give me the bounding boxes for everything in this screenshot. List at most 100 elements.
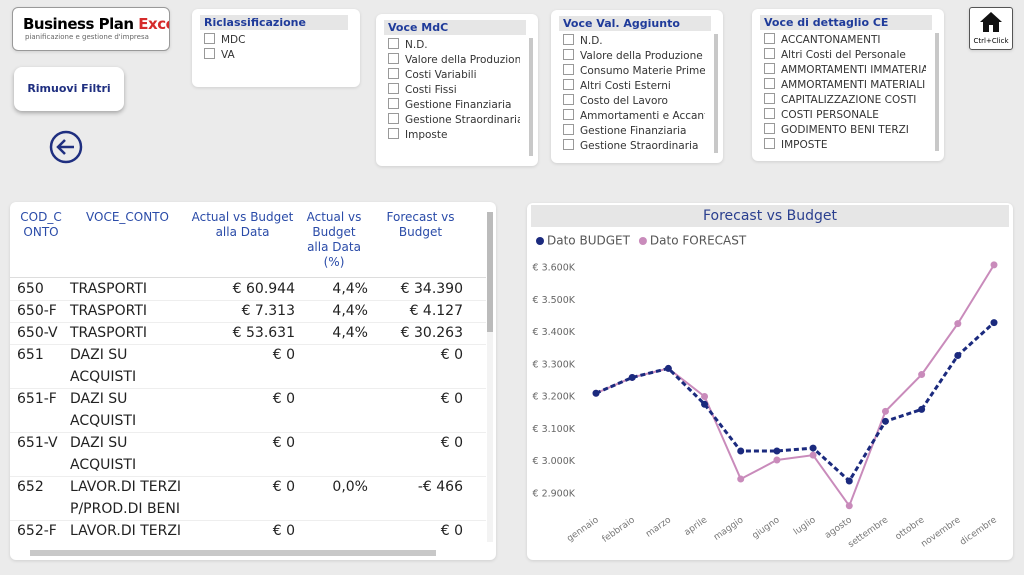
data-point xyxy=(954,320,962,328)
slicer-item[interactable]: Costi Fissi xyxy=(388,83,457,97)
slicer-item[interactable]: N.D. xyxy=(388,38,428,52)
y-tick-label: € 3.000K xyxy=(533,456,576,467)
table-cell: € 0 xyxy=(272,435,295,451)
slicer-title: Voce di dettaglio CE xyxy=(760,15,932,30)
slicer: Voce Val. Aggiunto N.D. Valore della Produ… xyxy=(551,10,723,163)
home-icon xyxy=(980,12,1002,32)
row-rule xyxy=(10,344,486,345)
table-cell: € 0 xyxy=(272,391,295,407)
slicer-item[interactable]: Altri Costi del Personale xyxy=(764,48,906,62)
slicer: Voce di dettaglio CE ACCANTONAMENTI Altri … xyxy=(752,9,944,161)
slicer-item[interactable]: Gestione Finanziaria xyxy=(563,124,686,138)
legend-marker xyxy=(638,237,647,245)
legend-label: Dato BUDGET xyxy=(547,234,631,248)
x-tick-label: luglio xyxy=(792,515,818,537)
table-cell: 650-V xyxy=(17,325,58,341)
table-cell: 4,4% xyxy=(332,325,368,341)
data-point xyxy=(845,502,853,510)
table-cell: 652 xyxy=(17,479,44,495)
y-tick-label: € 3.200K xyxy=(533,392,576,403)
y-tick-label: € 3.600K xyxy=(533,263,576,274)
table-cell: € 60.944 xyxy=(232,281,295,297)
slicer: Voce MdC N.D. Valore della Produzione Costi… xyxy=(376,14,538,166)
x-tick-label: novembre xyxy=(919,515,962,550)
slicer-item[interactable]: AMMORTAMENTI MATERIALI xyxy=(764,78,925,92)
table-cell: € 30.263 xyxy=(400,325,463,341)
data-point xyxy=(918,371,926,379)
slicer-item[interactable]: MDC xyxy=(204,33,245,47)
table-cell: 0,0% xyxy=(332,479,368,495)
row-rule xyxy=(10,476,486,477)
slicer-item[interactable]: Altri Costi Esterni xyxy=(563,79,671,93)
x-tick-label: giugno xyxy=(751,515,782,541)
x-tick-label: aprile xyxy=(683,515,710,538)
chart-panel: Forecast vs Budget € 2.900K € 3.000K € 3.1… xyxy=(527,203,1013,560)
slicer-item[interactable]: Gestione Finanziaria xyxy=(388,98,511,112)
slicer-item[interactable]: Costi Variabili xyxy=(388,68,477,82)
table-cell: € 0 xyxy=(440,347,463,363)
data-point xyxy=(737,447,745,455)
slicer-title: Voce MdC xyxy=(384,20,526,35)
table-cell: DAZI SU ACQUISTI xyxy=(70,435,137,473)
slicer-item[interactable]: Valore della Produzione xyxy=(563,49,703,63)
slicer-item[interactable]: Valore della Produzione xyxy=(388,53,520,67)
slicer-item[interactable]: CAPITALIZZAZIONE COSTI xyxy=(764,93,916,107)
legend-label: Dato FORECAST xyxy=(650,234,747,248)
slicer-item[interactable]: COSTI PERSONALE xyxy=(764,108,879,122)
y-tick-label: € 3.500K xyxy=(533,295,576,306)
table-cell: DAZI SU ACQUISTI xyxy=(70,391,137,429)
back-button[interactable] xyxy=(49,130,83,164)
column-header: Actual vs Budget alla Data xyxy=(191,210,294,239)
data-point xyxy=(773,447,781,455)
table-cell: 651-V xyxy=(17,435,58,451)
column-header: Actual vs Budget alla Data (%) xyxy=(306,210,362,269)
slicer-item[interactable]: Ammortamenti e Accanto... xyxy=(563,109,705,123)
data-point xyxy=(773,456,781,464)
table-body: 650 TRASPORTI € 60.944 4,4% € 34.390 650-F TRA… xyxy=(10,278,486,546)
slicer-item[interactable]: AMMORTAMENTI IMMATERIALI xyxy=(764,63,926,77)
data-point xyxy=(990,261,998,269)
x-tick-label: gennaio xyxy=(565,515,601,544)
table-cell: € 4.127 xyxy=(409,303,463,319)
table-cell: 650-F xyxy=(17,303,57,319)
x-tick-label: maggio xyxy=(712,515,746,543)
row-rule xyxy=(10,300,486,301)
x-tick-label: ottobre xyxy=(894,515,927,542)
data-point xyxy=(628,373,636,381)
brand: Business Plan xyxy=(23,15,139,33)
slicer-item[interactable]: VA xyxy=(204,48,235,62)
table-cell: 651 xyxy=(17,347,44,363)
table-cell: TRASPORTI xyxy=(70,281,148,297)
data-point xyxy=(592,389,600,397)
h-scrollbar xyxy=(30,550,436,556)
data-point xyxy=(737,475,745,483)
scrollbar xyxy=(529,38,533,156)
table-cell: € 34.390 xyxy=(400,281,463,297)
title-bar xyxy=(531,205,1009,227)
slicer-item[interactable]: IMPOSTE xyxy=(764,138,827,152)
table-cell: TRASPORTI xyxy=(70,303,148,319)
slicer-item[interactable]: ACCANTONAMENTI xyxy=(764,33,880,47)
y-tick-label: € 2.900K xyxy=(533,488,576,499)
series-line xyxy=(595,264,995,508)
table-cell: 650 xyxy=(17,281,44,297)
home-button[interactable]: Ctrl+Click xyxy=(969,7,1013,50)
slicer-item[interactable]: Gestione Straordinaria xyxy=(388,113,520,127)
data-point xyxy=(918,405,926,413)
slicer-item[interactable]: Gestione Straordinaria xyxy=(563,139,698,153)
reset-button[interactable]: Rimuovi Filtri xyxy=(14,67,124,111)
y-tick-label: € 3.400K xyxy=(533,327,576,338)
slicer-item[interactable]: N.D. xyxy=(563,34,603,48)
series-line xyxy=(595,321,996,484)
slicer-item[interactable]: GODIMENTO BENI TERZI xyxy=(764,123,909,137)
slicer-item[interactable]: Consumo Materie Prime xyxy=(563,64,705,78)
row-rule xyxy=(10,322,486,323)
chart-title: Forecast vs Budget xyxy=(703,208,838,224)
row-rule xyxy=(10,432,486,433)
table-cell: € 0 xyxy=(272,479,295,495)
data-point xyxy=(701,400,709,408)
slicer-item[interactable]: Imposte xyxy=(388,128,447,142)
table-cell: € 0 xyxy=(440,391,463,407)
slicer-item[interactable]: Costo del Lavoro xyxy=(563,94,668,108)
